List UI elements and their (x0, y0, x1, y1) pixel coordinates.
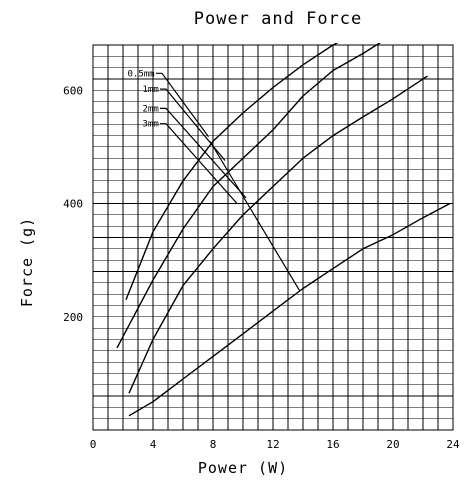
x-tick-label: 20 (386, 438, 399, 451)
x-tick-label: 16 (326, 438, 339, 451)
series-line-0.5mm (125, 43, 339, 301)
leader-line-1mm (160, 88, 226, 161)
y-tick-label: 200 (63, 311, 83, 324)
x-tick-label: 8 (210, 438, 217, 451)
leader-line-0.5mm (156, 72, 209, 138)
series-line-1mm (116, 43, 381, 349)
y-axis-label: Force (g) (18, 217, 36, 307)
overlay-diagonal-line (209, 140, 301, 292)
series-line-2mm (128, 75, 428, 394)
x-tick-label: 12 (266, 438, 279, 451)
y-tick-label: 600 (63, 84, 83, 97)
x-axis-label: Power (W) (198, 459, 288, 477)
plot-frame (92, 44, 454, 431)
x-tick-label: 4 (150, 438, 157, 451)
series-line-3mm (128, 202, 451, 417)
series-label-0.5mm: 0.5mm (128, 69, 155, 79)
series-label-3mm: 3mm (143, 120, 159, 130)
lines-layer (116, 43, 451, 417)
leader-line-3mm (160, 123, 238, 204)
tick-layer: 0 4 8 12 16 20 24 200 400 600 (63, 84, 460, 451)
grid-layer (92, 44, 454, 431)
series-label-1mm: 1mm (143, 85, 159, 95)
annotation-layer: 0.5mm 1mm 2mm 3mm (128, 69, 247, 204)
y-tick-label: 400 (63, 198, 83, 211)
x-tick-label: 24 (446, 438, 460, 451)
series-label-2mm: 2mm (143, 104, 159, 114)
chart-title: Power and Force (194, 9, 363, 29)
x-tick-label: 0 (90, 438, 97, 451)
leader-line-2mm (160, 107, 247, 199)
